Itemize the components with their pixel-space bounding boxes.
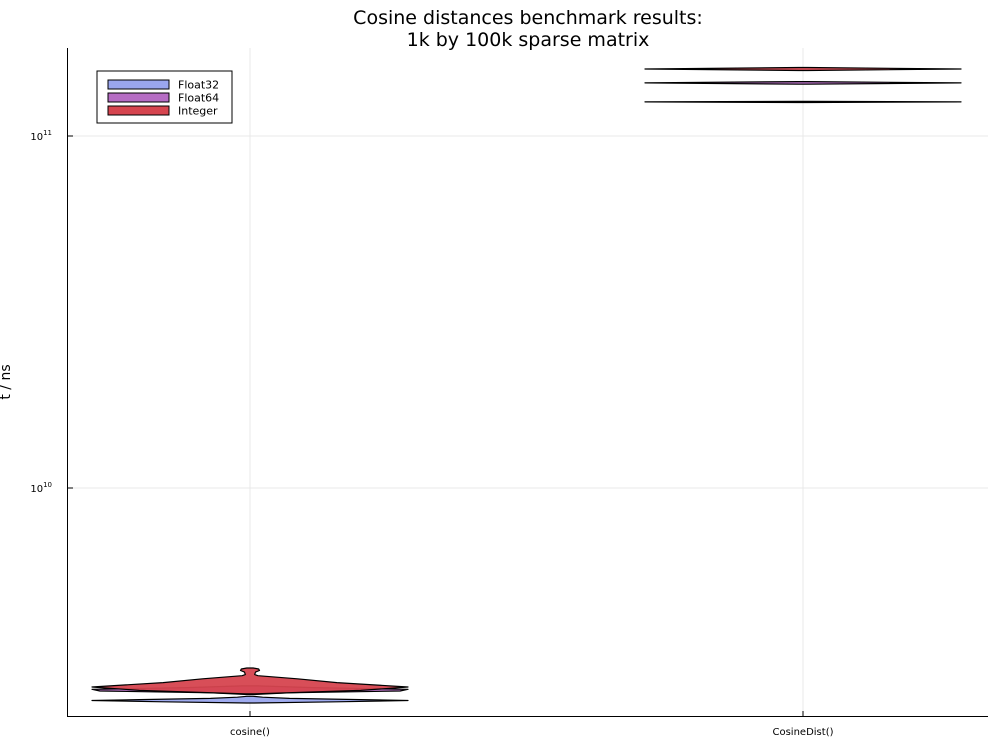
chart-title-line-2: 1k by 100k sparse matrix xyxy=(407,29,650,51)
violin-layer xyxy=(91,66,962,704)
violin-float32-cosine xyxy=(91,695,409,704)
y-axis-label: t / ns xyxy=(0,364,14,399)
x-tick-label: cosine() xyxy=(230,727,270,738)
violin-integer-cosine xyxy=(91,667,409,695)
legend-label-integer: Integer xyxy=(178,105,218,118)
y-tick-layer: 1010 1011 xyxy=(30,129,73,495)
violin-float64-cosinedist xyxy=(644,81,962,85)
y-tick-label: 1011 xyxy=(30,129,52,143)
y-tick-label: 1010 xyxy=(30,481,52,495)
grid-layer xyxy=(68,48,988,716)
legend-label-float64: Float64 xyxy=(178,92,219,105)
legend-swatch-float32 xyxy=(107,79,170,90)
legend-swatch-integer xyxy=(107,105,170,116)
legend-label-float32: Float32 xyxy=(178,79,219,92)
legend-swatch-float64 xyxy=(107,92,170,103)
x-tick-label: CosineDist() xyxy=(773,727,834,738)
chart-title-line-1: Cosine distances benchmark results: xyxy=(353,7,703,29)
violin-float32-cosinedist xyxy=(644,100,962,104)
x-tick-layer: cosine() CosineDist() xyxy=(230,711,834,738)
violin-integer-cosinedist xyxy=(644,66,962,72)
